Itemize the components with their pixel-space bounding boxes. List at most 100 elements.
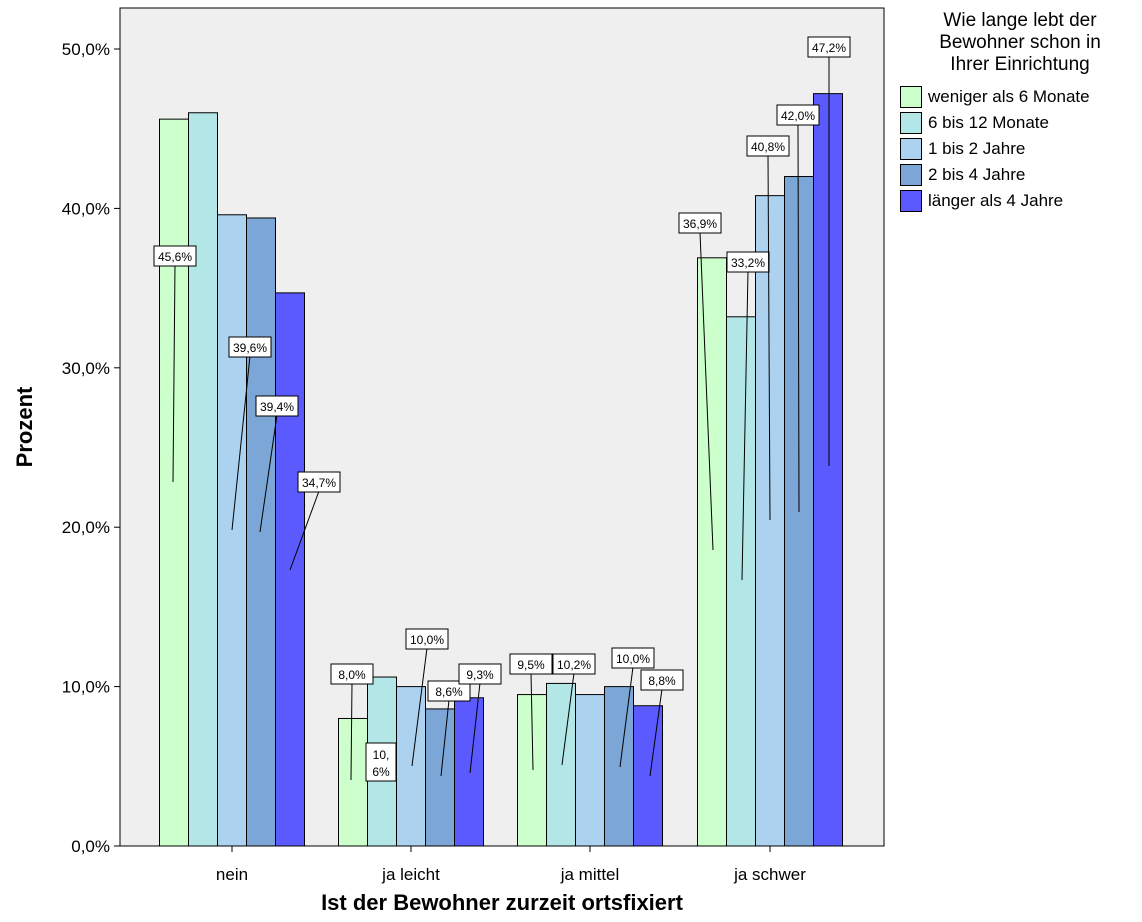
data-label-box xyxy=(776,104,820,126)
data-label: 47,2% xyxy=(812,41,846,55)
data-label-leader xyxy=(259,414,278,533)
bar xyxy=(697,257,727,847)
legend-item: 6 bis 12 Monate xyxy=(900,110,1140,136)
legend-swatch xyxy=(900,112,922,134)
data-label: 9,5% xyxy=(517,658,545,672)
data-label-leader xyxy=(350,682,353,781)
legend-label: 2 bis 4 Jahre xyxy=(928,165,1026,184)
legend-swatch xyxy=(900,138,922,160)
data-label-box xyxy=(640,669,684,691)
bar xyxy=(633,705,663,847)
data-label-leader xyxy=(699,231,714,551)
legend-label: länger als 4 Jahre xyxy=(928,191,1064,210)
data-label-box xyxy=(297,471,341,493)
data-label-leader xyxy=(530,672,534,771)
data-label-leader xyxy=(469,682,481,774)
legend-label: 1 bis 2 Jahre xyxy=(928,139,1026,158)
data-label-leader xyxy=(411,647,428,767)
data-label: 34,7% xyxy=(302,476,336,490)
bar xyxy=(546,682,576,847)
x-tick-label: ja schwer xyxy=(733,865,806,884)
legend-title-line: Wie lange lebt der xyxy=(943,10,1097,31)
bar xyxy=(217,214,247,847)
legend-title-line: Ihrer Einrichtung xyxy=(950,54,1090,75)
data-label-leader xyxy=(797,123,800,513)
data-label-box xyxy=(509,653,553,675)
x-tick-label: nein xyxy=(216,865,248,884)
data-label: 45,6% xyxy=(158,250,192,264)
data-label-leader xyxy=(767,154,771,521)
bars-layer xyxy=(159,93,843,847)
data-label: 8,8% xyxy=(648,674,676,688)
legend-label: 6 bis 12 Monate xyxy=(928,113,1049,132)
legend-item: 1 bis 2 Jahre xyxy=(900,136,1140,162)
bar xyxy=(755,195,785,847)
data-label: 8,0% xyxy=(338,668,366,682)
bar xyxy=(159,118,189,847)
x-tick-label: ja leicht xyxy=(381,865,440,884)
data-label-leader xyxy=(561,672,575,766)
bar xyxy=(604,686,634,847)
data-label: 10,0% xyxy=(616,652,650,666)
bar xyxy=(726,316,756,847)
bar xyxy=(575,694,605,847)
data-label-box xyxy=(458,663,502,685)
data-label: 10,0% xyxy=(410,633,444,647)
y-tick-label: 50,0% xyxy=(62,40,110,59)
bar xyxy=(813,93,843,847)
legend-swatch xyxy=(900,86,922,108)
data-label-leader xyxy=(440,699,450,777)
bar xyxy=(425,708,455,847)
bar xyxy=(246,217,276,847)
data-labels-layer: 45,6% 8,0% 9,5% 36,9% 10, 6% 10,2% 33,2% 39,6% 10… xyxy=(153,36,851,782)
x-tick-label: ja mittel xyxy=(560,865,620,884)
y-tick-label: 30,0% xyxy=(62,359,110,378)
axis-layer: 0,0% 10,0% 20,0% 30,0% 40,0% 50,0% nein ja leic… xyxy=(62,40,806,884)
bar-chart: 45,6% 8,0% 9,5% 36,9% 10, 6% 10,2% 33,2% 39,6% 10… xyxy=(12,7,885,915)
data-label-box xyxy=(427,680,471,702)
bar xyxy=(188,112,218,847)
data-label-leader xyxy=(741,270,749,581)
data-label: 39,4% xyxy=(260,400,294,414)
data-label-box xyxy=(746,135,790,157)
data-label-box xyxy=(365,742,397,782)
data-label-box xyxy=(807,36,851,58)
data-label: 42,0% xyxy=(781,109,815,123)
data-label-box xyxy=(330,663,374,685)
data-label-box xyxy=(552,653,596,675)
data-label-leader xyxy=(649,688,663,777)
legend-item: weniger als 6 Monate xyxy=(900,84,1140,110)
data-label-box xyxy=(228,336,272,358)
data-label-box xyxy=(255,395,299,417)
data-label: 36,9% xyxy=(683,217,717,231)
data-label-leader xyxy=(172,264,176,483)
bar xyxy=(396,686,426,847)
legend: Wie lange lebt der Bewohner schon in Ihr… xyxy=(900,10,1140,214)
data-label-leader xyxy=(231,355,251,531)
x-axis-title: Ist der Bewohner zurzeit ortsfixiert xyxy=(321,890,684,915)
data-label-box xyxy=(405,628,449,650)
data-label: 10, xyxy=(373,748,390,762)
data-label-leader xyxy=(619,666,634,768)
y-tick-label: 0,0% xyxy=(71,837,110,856)
data-label: 10,2% xyxy=(557,658,591,672)
legend-title-line: Bewohner schon in xyxy=(939,32,1101,53)
legend-label: weniger als 6 Monate xyxy=(928,87,1090,106)
data-label-box xyxy=(611,647,655,669)
bar xyxy=(454,697,484,847)
legend-items: weniger als 6 Monate 6 bis 12 Monate 1 b… xyxy=(900,84,1140,214)
data-label: 6% xyxy=(372,765,390,779)
legend-swatch xyxy=(900,190,922,212)
data-label-box xyxy=(678,212,722,234)
y-tick-label: 20,0% xyxy=(62,518,110,537)
data-label-leader xyxy=(289,490,320,571)
data-label: 8,6% xyxy=(435,685,463,699)
y-axis-title: Prozent xyxy=(12,386,37,467)
y-tick-label: 10,0% xyxy=(62,678,110,697)
data-label: 40,8% xyxy=(751,140,785,154)
bar xyxy=(338,717,368,847)
legend-title: Wie lange lebt der Bewohner schon in Ihr… xyxy=(900,10,1140,76)
data-label-box xyxy=(153,245,197,267)
legend-item: länger als 4 Jahre xyxy=(900,188,1140,214)
data-label: 33,2% xyxy=(731,256,765,270)
